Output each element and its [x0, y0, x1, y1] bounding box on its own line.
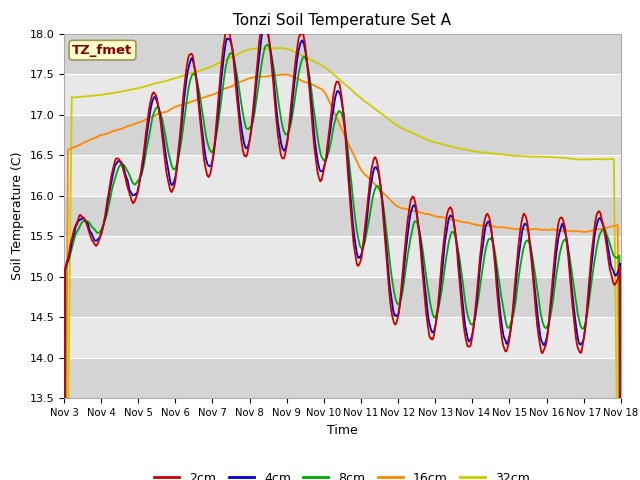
Bar: [64, 358, 621, 398]
Title: Tonzi Soil Temperature Set A: Tonzi Soil Temperature Set A: [234, 13, 451, 28]
Text: TZ_fmet: TZ_fmet: [72, 44, 132, 57]
Bar: [64, 74, 621, 115]
Bar: [64, 155, 621, 196]
Bar: [64, 34, 621, 74]
Bar: [64, 317, 621, 358]
X-axis label: Time: Time: [327, 424, 358, 437]
Legend: 2cm, 4cm, 8cm, 16cm, 32cm: 2cm, 4cm, 8cm, 16cm, 32cm: [150, 467, 535, 480]
Y-axis label: Soil Temperature (C): Soil Temperature (C): [11, 152, 24, 280]
Bar: [64, 115, 621, 155]
Bar: [64, 236, 621, 277]
Bar: [64, 196, 621, 236]
Bar: [64, 277, 621, 317]
